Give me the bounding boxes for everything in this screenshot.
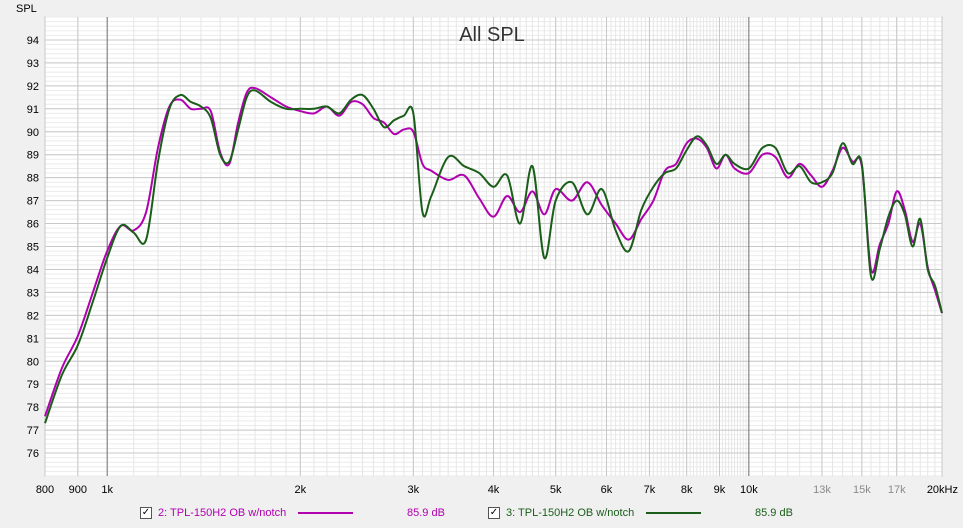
checkbox-series-3[interactable]: ✓: [488, 507, 500, 519]
legend-swatch-series-2: [298, 512, 354, 514]
y-tick-label: 77: [27, 425, 39, 437]
y-tick-label: 94: [27, 35, 39, 47]
y-tick-label: 90: [27, 127, 39, 139]
x-tick-label: 2k: [295, 484, 307, 496]
legend-label-series-3: 3: TPL-150H2 OB w/notch: [506, 507, 635, 519]
x-tick-label: 8k: [681, 484, 693, 496]
legend-value-series-3: 85.9 dB: [755, 507, 793, 519]
y-tick-label: 84: [27, 264, 39, 276]
x-tick-label: 9k: [714, 484, 726, 496]
y-tick-label: 88: [27, 173, 39, 185]
y-tick-label: 86: [27, 219, 39, 231]
y-tick-label: 83: [27, 287, 39, 299]
y-tick-label: 89: [27, 150, 39, 162]
y-tick-label: 87: [27, 196, 39, 208]
x-tick-label: 800: [36, 484, 54, 496]
y-tick-labels: 76 77 78 79 80 81 82 83 84 85 86 87 88 89 90 91 92 93 94: [27, 35, 39, 460]
y-tick-label: 81: [27, 333, 39, 345]
y-tick-label: 91: [27, 104, 39, 116]
y-tick-label: 79: [27, 379, 39, 391]
x-tick-label: 10k: [740, 484, 758, 496]
legend-item-series-3[interactable]: ✓ 3: TPL-150H2 OB w/notch: [488, 504, 702, 522]
x-tick-label: 900: [69, 484, 87, 496]
major-gridlines: [44, 17, 943, 476]
series-line-3: [44, 89, 943, 424]
x-tick-label: 4k: [488, 484, 500, 496]
y-tick-label: 82: [27, 310, 39, 322]
x-tick-label: 1k: [101, 484, 113, 496]
chart-title: All SPL: [459, 24, 525, 46]
legend-swatch-series-3: [646, 512, 702, 514]
x-tick-label: 17k: [888, 484, 906, 496]
x-tick-labels: 800 900 1k 2k 3k 4k 5k 6k 7k 8k 9k 10k 13k 15k 17k 20kH…: [36, 484, 958, 496]
x-tick-label: 7k: [644, 484, 656, 496]
checkbox-series-2[interactable]: ✓: [140, 507, 152, 519]
x-tick-label: 6k: [601, 484, 613, 496]
x-tick-label: 15k: [853, 484, 871, 496]
y-tick-label: 92: [27, 81, 39, 93]
x-tick-label: 5k: [550, 484, 562, 496]
legend-label-series-2: 2: TPL-150H2 OB w/notch: [158, 507, 287, 519]
x-tick-label: 20kHz: [927, 484, 958, 496]
legend-item-series-2[interactable]: ✓ 2: TPL-150H2 OB w/notch: [140, 504, 354, 522]
x-tick-label: 3k: [408, 484, 420, 496]
y-tick-label: 80: [27, 356, 39, 368]
y-tick-label: 76: [27, 448, 39, 460]
x-tick-label: 13k: [813, 484, 831, 496]
legend-value-series-2: 85.9 dB: [407, 507, 445, 519]
y-tick-label: 78: [27, 402, 39, 414]
y-tick-label: 85: [27, 242, 39, 254]
series-layer: [44, 86, 943, 424]
y-tick-label: 93: [27, 58, 39, 70]
y-axis-label: SPL: [16, 3, 37, 15]
